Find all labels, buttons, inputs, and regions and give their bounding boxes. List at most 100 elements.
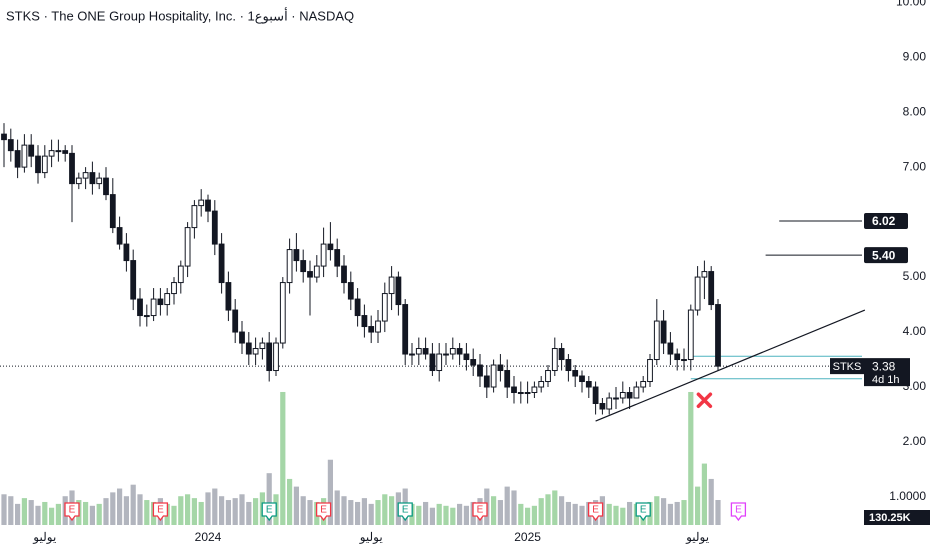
trendline xyxy=(595,309,866,422)
candle-body xyxy=(585,381,592,388)
volume-bar xyxy=(137,494,143,525)
candle-body xyxy=(177,265,184,284)
level-label: 6.02 xyxy=(872,214,896,228)
candle-body xyxy=(96,177,103,185)
volume-bar xyxy=(253,498,259,525)
volume-bar xyxy=(429,507,435,525)
volume-bar xyxy=(715,499,721,525)
x-tick-label: يوليو xyxy=(32,530,56,544)
candle-body xyxy=(286,249,293,284)
volume-bar xyxy=(511,490,517,525)
volume-bar xyxy=(688,391,694,525)
volume-bar xyxy=(171,505,177,525)
volume-bar xyxy=(606,503,612,525)
volume-bar xyxy=(681,500,687,525)
earnings-label: E xyxy=(592,505,599,516)
volume-bar xyxy=(225,500,231,525)
candle-body xyxy=(28,144,35,157)
candle-body xyxy=(436,353,443,372)
candle-body xyxy=(640,381,647,388)
candle-body xyxy=(504,370,511,388)
candle-body xyxy=(245,342,252,355)
volume-bar xyxy=(695,486,701,525)
candle-body xyxy=(184,227,191,267)
candle-body xyxy=(443,353,449,356)
volume-bar xyxy=(504,486,510,525)
candle-body xyxy=(647,359,653,383)
volume-bar xyxy=(674,501,680,525)
candle-body xyxy=(225,282,232,311)
volume-bar xyxy=(423,501,429,525)
earnings-label: E xyxy=(320,505,327,516)
volume-bar xyxy=(219,496,225,525)
candle-body xyxy=(477,364,483,377)
volume-bar xyxy=(212,488,218,525)
candle-body xyxy=(579,375,585,383)
candle-body xyxy=(62,150,69,154)
earnings-label: E xyxy=(402,505,409,516)
volume-bar xyxy=(382,494,388,525)
candle-body xyxy=(69,152,75,185)
candle-body xyxy=(75,177,82,185)
candle-body xyxy=(667,342,674,355)
level-label-box xyxy=(864,212,908,229)
volume-bar xyxy=(21,498,27,525)
volume-bar xyxy=(266,473,272,525)
candle-body xyxy=(674,353,681,361)
level-label-box xyxy=(864,247,908,264)
volume-bar xyxy=(123,496,129,525)
volume-bar xyxy=(246,501,252,525)
candle-body xyxy=(599,403,606,410)
earnings-badge xyxy=(635,502,651,522)
candle-body xyxy=(381,293,388,322)
candle-body xyxy=(613,397,619,400)
volume-bar xyxy=(280,391,286,525)
volume-bar xyxy=(327,459,333,525)
x-tick-label: 2024 xyxy=(195,530,222,544)
candle-body xyxy=(137,298,143,317)
volume-bar xyxy=(130,484,136,525)
y-tick-label: 7.00 xyxy=(903,159,927,173)
candle-body xyxy=(266,342,273,372)
candle-body xyxy=(334,249,341,267)
candle-body xyxy=(191,205,198,229)
cross-marker xyxy=(696,392,713,408)
candle-body xyxy=(524,392,531,395)
y-tick-label: 5.00 xyxy=(903,269,927,283)
symbol-label: STKS xyxy=(833,361,862,373)
y-tick-label: 1.0000 xyxy=(889,489,926,503)
volume-bar xyxy=(579,505,585,525)
candle-body xyxy=(239,331,245,344)
volume-bar xyxy=(15,503,21,525)
candle-body xyxy=(171,282,177,295)
volume-bar xyxy=(457,503,463,525)
candle-body xyxy=(701,271,708,278)
candle-body xyxy=(259,342,266,350)
volume-bar xyxy=(416,505,422,525)
volume-bar xyxy=(178,496,184,525)
volume-label: 130.25K xyxy=(869,512,911,524)
earnings-badge xyxy=(397,502,413,522)
candle-body xyxy=(55,150,62,153)
y-tick-label: 8.00 xyxy=(903,104,927,118)
y-tick-label: 2.00 xyxy=(903,434,927,448)
candle-body xyxy=(41,155,48,174)
candle-body xyxy=(89,172,96,185)
earnings-label: E xyxy=(640,505,647,516)
candle-body xyxy=(347,282,354,300)
candle-body xyxy=(470,359,477,366)
earnings-label: E xyxy=(69,505,76,516)
candle-body xyxy=(307,271,313,278)
candle-body xyxy=(490,364,497,388)
volume-bar xyxy=(355,501,361,525)
candle-body xyxy=(715,304,721,367)
candle-body xyxy=(14,150,21,168)
volume-bar xyxy=(28,500,34,525)
volume-bar xyxy=(55,503,61,525)
volume-bar xyxy=(368,503,374,525)
candle-body xyxy=(109,194,116,229)
volume-bar xyxy=(144,500,150,525)
x-tick-label: 2025 xyxy=(514,530,541,544)
volume-bar xyxy=(287,478,293,525)
volume-bar xyxy=(552,490,558,525)
